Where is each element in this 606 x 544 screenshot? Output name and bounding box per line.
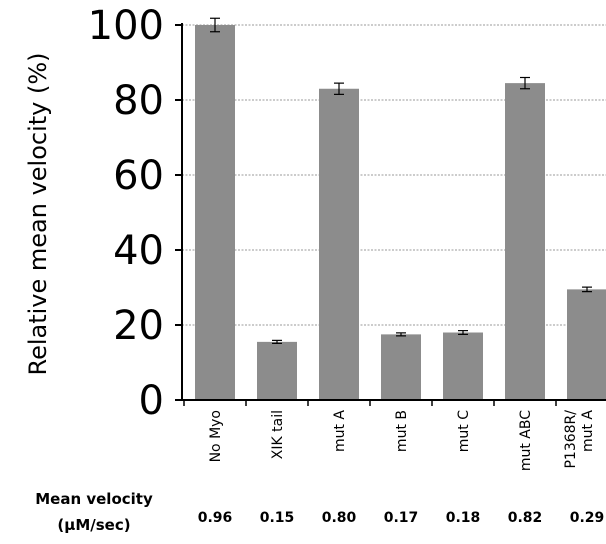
mean-velocity-value: 0.96 (198, 510, 233, 526)
gridlines (182, 24, 606, 326)
x-tick-label-line: P1368R/ (563, 410, 579, 469)
x-tick-label: mut B (394, 410, 410, 452)
x-tick-label-line: mut B (394, 410, 410, 452)
x-tick-label-line: XIK tail (270, 410, 286, 459)
bar (195, 25, 235, 400)
y-axis-label: Relative mean velocity (%) (24, 52, 52, 375)
x-tick-label-line: No Myo (208, 410, 224, 462)
bar (505, 83, 545, 400)
mean-velocity-footer: Mean velocity (μM/sec) 0.96 0.15 0.80 0.17 0.1… (35, 490, 604, 534)
x-tick-label-line: mut C (456, 410, 472, 452)
error-bar (458, 330, 468, 335)
mean-velocity-value: 0.29 (570, 510, 605, 526)
bar (257, 341, 297, 400)
bar (319, 88, 359, 400)
y-tick-label: 20 (113, 303, 164, 349)
error-bar (582, 286, 592, 293)
y-tick-label: 60 (113, 153, 164, 199)
x-tick-label: mut C (456, 410, 472, 452)
mean-velocity-value: 0.18 (446, 510, 481, 526)
y-tick-label: 0 (139, 378, 164, 424)
x-tick-labels: No Myo XIK tail mut A mut B mut C mut ABC P136… (208, 410, 596, 472)
mean-velocity-value: 0.80 (322, 510, 357, 526)
error-bar (334, 82, 344, 95)
x-tick-label: mut A (332, 410, 348, 452)
footer-title: (μM/sec) (57, 516, 130, 534)
footer-title: Mean velocity (35, 490, 153, 508)
x-tick-label: mut ABC (518, 410, 534, 471)
x-tick-label-line: mut ABC (518, 410, 534, 471)
x-tick-label-line: mut A (332, 410, 348, 452)
error-bar (396, 332, 406, 337)
x-tick-label-line: mut A (580, 410, 596, 452)
x-tick-label: P1368R/mut A (563, 410, 596, 469)
axes (175, 23, 606, 406)
bar (381, 334, 421, 400)
y-tick-labels: 0 20 40 60 80 100 (88, 3, 164, 424)
y-tick-label: 80 (113, 78, 164, 124)
mean-velocity-value: 0.15 (260, 510, 295, 526)
x-tick-label: No Myo (208, 410, 224, 462)
error-bar (210, 17, 220, 33)
mean-velocity-value: 0.82 (508, 510, 543, 526)
bars (195, 17, 606, 400)
error-bar (272, 339, 282, 344)
x-tick-label: XIK tail (270, 410, 286, 459)
error-bar (520, 76, 530, 90)
bar (443, 332, 483, 400)
y-tick-label: 40 (113, 228, 164, 274)
mean-velocity-value: 0.17 (384, 510, 419, 526)
bar (567, 289, 606, 400)
y-tick-label: 100 (88, 3, 164, 49)
